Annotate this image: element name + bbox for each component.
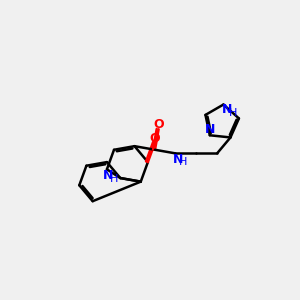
- Text: O: O: [150, 132, 160, 145]
- Text: O: O: [153, 118, 164, 131]
- Text: N: N: [103, 169, 114, 182]
- Text: H: H: [179, 157, 188, 167]
- Text: H: H: [110, 174, 118, 184]
- Text: N: N: [173, 153, 183, 166]
- Text: H: H: [229, 108, 237, 118]
- Text: N: N: [222, 103, 232, 116]
- Text: N: N: [205, 123, 215, 136]
